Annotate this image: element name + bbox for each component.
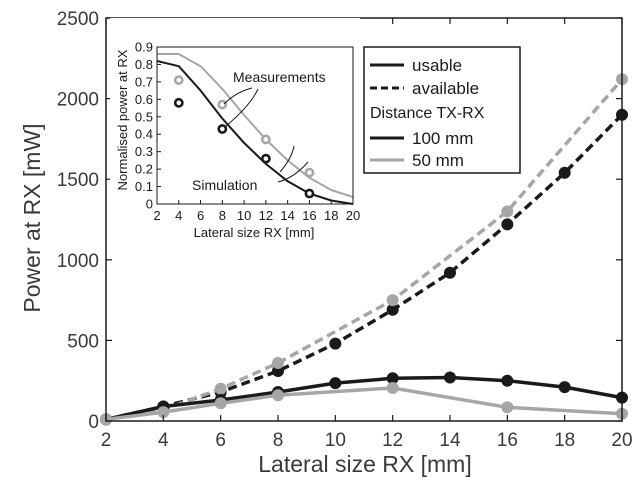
- inset-chart: 2 4 6 8 10 12 14 16 18 20 0 0.1 0.2 0.3 0.4 0.5 0.6 0.7 0.…: [110, 18, 360, 246]
- y-tick-label-2000: 2000: [57, 90, 99, 111]
- inset-y-tick-label-0.1: 0.1: [135, 179, 153, 194]
- inset-plot-marks: [156, 53, 354, 205]
- point-available-100mm-18: [558, 166, 571, 179]
- annotation-measurements-arrow-2: [225, 88, 259, 127]
- point-available-100mm-12: [386, 303, 399, 316]
- point-usable-50mm-4: [157, 406, 170, 419]
- inset-y-tick-label-0.4: 0.4: [135, 127, 153, 142]
- inset-measurement-50mm-12: [260, 134, 271, 145]
- y-tick-label-500: 500: [67, 331, 99, 352]
- point-usable-100mm-12: [386, 372, 399, 385]
- inset-x-tick-label-16: 16: [302, 208, 316, 223]
- inset-y-tick-label-0.2: 0.2: [135, 162, 153, 177]
- x-tick-label-4: 4: [158, 430, 169, 451]
- inset-x-tick-label-18: 18: [324, 208, 338, 223]
- annotation-simulation: Simulation: [192, 177, 257, 193]
- inset-simulation-line-50mm: [157, 53, 354, 198]
- point-available-100mm-14: [444, 266, 456, 279]
- point-usable-50mm-6: [214, 397, 227, 410]
- inset-y-axis-title: Normalised power at RX: [115, 49, 130, 190]
- inset-x-tick-label-20: 20: [346, 208, 360, 223]
- inset-plot-frame: [156, 46, 354, 205]
- x-tick-label-2: 2: [101, 430, 112, 451]
- inset-measurement-100mm-4: [173, 97, 184, 108]
- inset-x-tick-label-12: 12: [259, 208, 273, 223]
- inset-measurement-50mm-8: [217, 99, 228, 110]
- point-usable-100mm-18: [558, 381, 571, 394]
- main-plot-frame: [105, 17, 623, 422]
- x-tick-label-14: 14: [439, 430, 461, 451]
- point-usable-50mm-8: [272, 389, 284, 402]
- point-available-50mm-8: [272, 356, 284, 369]
- inset-axes: 2 4 6 8 10 12 14 16 18 20 0 0.1 0.2 0.3 0.4 0.5 0.6 0.7 0.…: [135, 40, 360, 224]
- point-usable-100mm-10: [329, 377, 342, 390]
- inset-measurement-100mm-12: [260, 153, 271, 164]
- legend-box: [363, 46, 521, 174]
- point-available-50mm-16: [501, 205, 514, 218]
- inset-measurement-50mm-4: [173, 75, 184, 86]
- x-tick-label-18: 18: [554, 430, 575, 451]
- y-tick-label-2500: 2500: [57, 9, 99, 30]
- inset-x-tick-label-8: 8: [219, 208, 226, 223]
- inset-x-axis-title: Lateral size RX [mm]: [194, 225, 315, 240]
- legend-available-label: available: [412, 79, 479, 98]
- point-available-50mm-6: [214, 382, 227, 395]
- inset-y-tick-label-0: 0: [146, 197, 153, 212]
- y-tick-label-1000: 1000: [57, 251, 99, 272]
- annotation-simulation-arrow-2: [279, 145, 295, 173]
- point-available-100mm-16: [501, 218, 514, 231]
- point-usable-100mm-16: [501, 374, 514, 387]
- point-usable-50mm-12: [386, 381, 399, 394]
- x-tick-label-12: 12: [382, 430, 403, 451]
- legend-50mm-label: 50 mm: [412, 151, 464, 170]
- inset-x-tick-label-4: 4: [175, 208, 182, 223]
- y-tick-label-0: 0: [88, 412, 99, 433]
- inset-x-tick-label-14: 14: [280, 208, 294, 223]
- inset-x-tick-label-2: 2: [153, 208, 160, 223]
- point-available-100mm-10: [329, 337, 342, 350]
- legend: usable available Distance TX-RX 100 mm 5…: [363, 46, 521, 174]
- annotation-measurements-arrow-1: [223, 87, 253, 105]
- inset-y-tick-label-0.8: 0.8: [135, 57, 153, 72]
- x-tick-label-20: 20: [611, 430, 632, 451]
- inset-measurement-100mm-16: [304, 188, 315, 199]
- x-axis-title: Lateral size RX [mm]: [258, 451, 471, 477]
- main-plot-marks: [100, 73, 628, 426]
- x-tick-label-16: 16: [497, 430, 518, 451]
- inset-y-tick-label-0.3: 0.3: [135, 144, 153, 159]
- y-tick-label-1500: 1500: [57, 170, 99, 191]
- inset-x-tick-label-6: 6: [197, 208, 204, 223]
- legend-distance-title: Distance TX-RX: [370, 105, 485, 122]
- y-axis-title: Power at RX [mW]: [19, 123, 45, 312]
- x-tick-label-6: 6: [215, 430, 226, 451]
- inset-y-tick-label-0.9: 0.9: [135, 40, 153, 55]
- x-tick-label-10: 10: [325, 430, 346, 451]
- inset-measurement-50mm-16: [304, 167, 315, 178]
- inset-simulation-line-100mm: [156, 60, 354, 205]
- legend-100mm-label: 100 mm: [412, 129, 473, 148]
- inset-y-tick-label-0.6: 0.6: [135, 92, 153, 107]
- inset-y-tick-label-0.7: 0.7: [135, 74, 153, 89]
- series-line-usable-100mm: [105, 375, 623, 422]
- x-tick-label-8: 8: [273, 430, 284, 451]
- annotation-simulation-arrow-1: [277, 161, 309, 183]
- point-available-50mm-12: [386, 294, 399, 307]
- point-usable-100mm-14: [444, 371, 456, 384]
- inset-y-tick-label-0.5: 0.5: [135, 109, 153, 124]
- point-usable-50mm-16: [501, 401, 514, 414]
- legend-usable-label: usable: [412, 56, 462, 75]
- annotation-measurements: Measurements: [233, 69, 326, 85]
- inset-measurement-100mm-8: [217, 124, 228, 134]
- inset-x-tick-label-10: 10: [237, 208, 251, 223]
